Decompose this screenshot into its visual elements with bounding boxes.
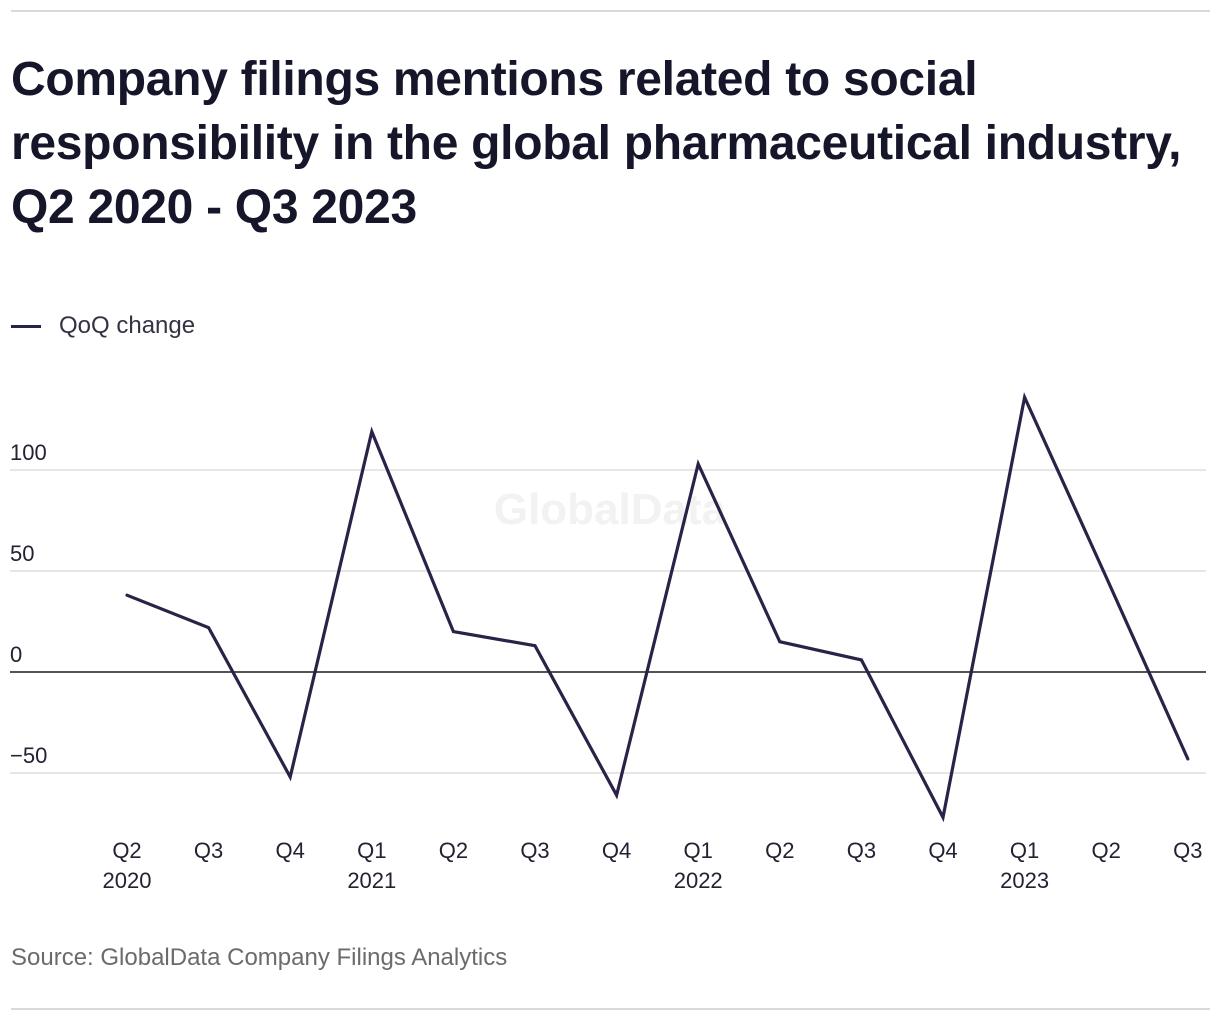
x-tick-year-label: 2021 <box>347 868 396 893</box>
y-tick-label: 100 <box>10 440 47 465</box>
x-tick-label: Q1 <box>684 838 713 863</box>
y-tick-label: 50 <box>10 541 34 566</box>
y-tick-label: 0 <box>10 642 22 667</box>
x-tick-label: Q2 <box>439 838 468 863</box>
legend: QoQ change <box>11 310 195 342</box>
x-tick-label: Q3 <box>520 838 549 863</box>
series-lines <box>125 392 1190 823</box>
bottom-rule <box>11 1008 1210 1010</box>
y-tick-label: −50 <box>10 743 47 768</box>
series-line <box>125 392 1190 823</box>
x-tick-year-label: 2020 <box>103 868 152 893</box>
source-note: Source: GlobalData Company Filings Analy… <box>11 944 508 971</box>
x-tick-label: Q2 <box>765 838 794 863</box>
x-tick-label: Q4 <box>276 838 305 863</box>
x-tick-label: Q4 <box>928 838 957 863</box>
x-tick-label: Q3 <box>194 838 223 863</box>
x-tick-labels: Q2 2020 Q3 Q4 Q1 2021 Q2 Q3 Q4 Q1 2022 Q2 Q3 Q4 Q1 2023… <box>103 838 1203 893</box>
x-tick-label: Q1 <box>357 838 386 863</box>
legend-label: QoQ change <box>59 312 196 339</box>
x-tick-label: Q2 <box>112 838 141 863</box>
x-tick-label: Q4 <box>602 838 631 863</box>
x-tick-label: Q3 <box>847 838 876 863</box>
legend-swatch <box>11 324 41 328</box>
x-tick-year-label: 2023 <box>1000 868 1049 893</box>
x-tick-label: Q2 <box>1092 838 1121 863</box>
x-tick-year-label: 2022 <box>674 868 723 893</box>
x-tick-label: Q3 <box>1173 838 1202 863</box>
grid-lines <box>10 469 1206 774</box>
chart-title: Company filings mentions related to soci… <box>11 53 1182 234</box>
y-tick-labels: −50 0 50 100 <box>10 440 47 768</box>
top-rule <box>11 10 1210 12</box>
x-tick-label: Q1 <box>1010 838 1039 863</box>
